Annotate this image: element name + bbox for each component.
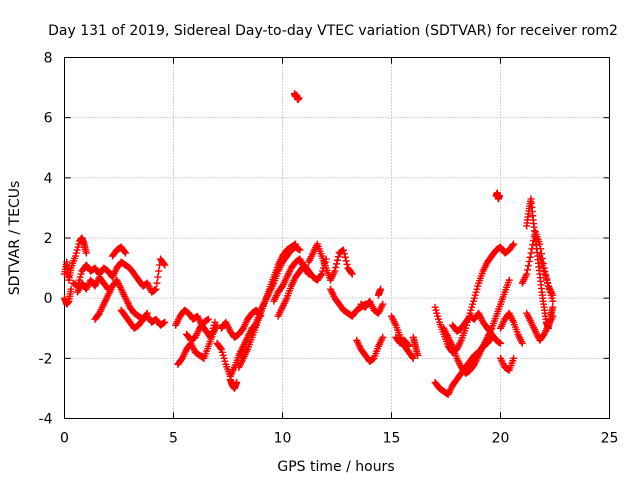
x-tick-label: 20 [492, 431, 510, 447]
data-point [379, 300, 387, 308]
data-point [509, 241, 517, 249]
data-point [317, 271, 325, 279]
data-point [82, 249, 90, 257]
data-point [347, 269, 355, 277]
data-point [537, 245, 545, 253]
data-point [495, 192, 503, 200]
data-point [414, 351, 422, 359]
data-point [342, 257, 350, 265]
data-point [296, 246, 304, 254]
axis-ticks [64, 57, 610, 419]
y-tick-label: -2 [39, 351, 53, 367]
data-point [340, 250, 348, 258]
data-point [204, 315, 212, 323]
data-point [379, 333, 387, 341]
data-point [348, 270, 356, 278]
data-point [142, 310, 150, 318]
data-point [161, 318, 169, 326]
data-point [405, 342, 413, 350]
data-point [497, 339, 504, 347]
data-point [67, 285, 75, 293]
data-point [518, 339, 526, 347]
data-point [154, 273, 162, 281]
data-point [524, 266, 532, 274]
data-point [213, 321, 221, 329]
data-point [331, 267, 339, 275]
data-point [524, 262, 532, 270]
data-point [510, 240, 518, 248]
data-point [333, 260, 341, 268]
grid [64, 57, 610, 419]
x-tick-label: 10 [274, 431, 292, 447]
data-point [153, 279, 161, 287]
data-point [233, 378, 241, 386]
data-point [549, 312, 557, 320]
data-point [340, 246, 348, 254]
y-tick-label: 8 [44, 51, 53, 67]
data-point [527, 249, 535, 257]
x-tick-label: 5 [169, 431, 178, 447]
data-point [121, 248, 129, 256]
data-point [409, 354, 417, 362]
data-point [510, 354, 518, 362]
data-point [523, 270, 531, 278]
data-point [530, 236, 538, 244]
y-tick-labels: -4 -2 0 2 4 6 8 [39, 51, 53, 428]
chart-title: Day 131 of 2019, Sidereal Day-to-day VTE… [48, 23, 618, 39]
x-axis-label: GPS time / hours [277, 459, 394, 475]
x-tick-label: 15 [383, 431, 401, 447]
data-point [334, 253, 342, 261]
y-tick-label: -4 [39, 412, 53, 428]
data-point [528, 245, 536, 253]
data-point [155, 267, 163, 275]
data-point [217, 344, 225, 352]
x-tick-label: 25 [601, 431, 619, 447]
data-point [122, 249, 130, 257]
data-point [332, 263, 340, 271]
x-tick-labels: 0 5 10 15 20 25 [60, 431, 618, 447]
data-point [341, 253, 349, 261]
data-point [536, 240, 544, 248]
data-point [333, 256, 341, 264]
y-tick-label: 6 [44, 111, 53, 127]
data-point [525, 257, 533, 265]
data-point [377, 285, 385, 293]
data-point [404, 341, 412, 349]
data-point [295, 94, 303, 102]
data-points [61, 90, 557, 398]
data-point [160, 260, 168, 268]
data-point [143, 309, 151, 317]
y-tick-label: 4 [44, 171, 53, 187]
x-tick-label: 0 [60, 431, 69, 447]
data-point [343, 260, 351, 268]
data-point [161, 261, 169, 269]
y-axis-label: SDTVAR / TECUs [7, 181, 23, 296]
data-point [152, 285, 160, 293]
data-point [549, 297, 557, 305]
data-point [526, 253, 534, 261]
data-point [529, 241, 537, 249]
data-point [549, 303, 557, 311]
y-tick-label: 0 [44, 291, 53, 307]
data-point [408, 353, 416, 361]
y-tick-label: 2 [44, 231, 53, 247]
data-point [505, 276, 513, 284]
